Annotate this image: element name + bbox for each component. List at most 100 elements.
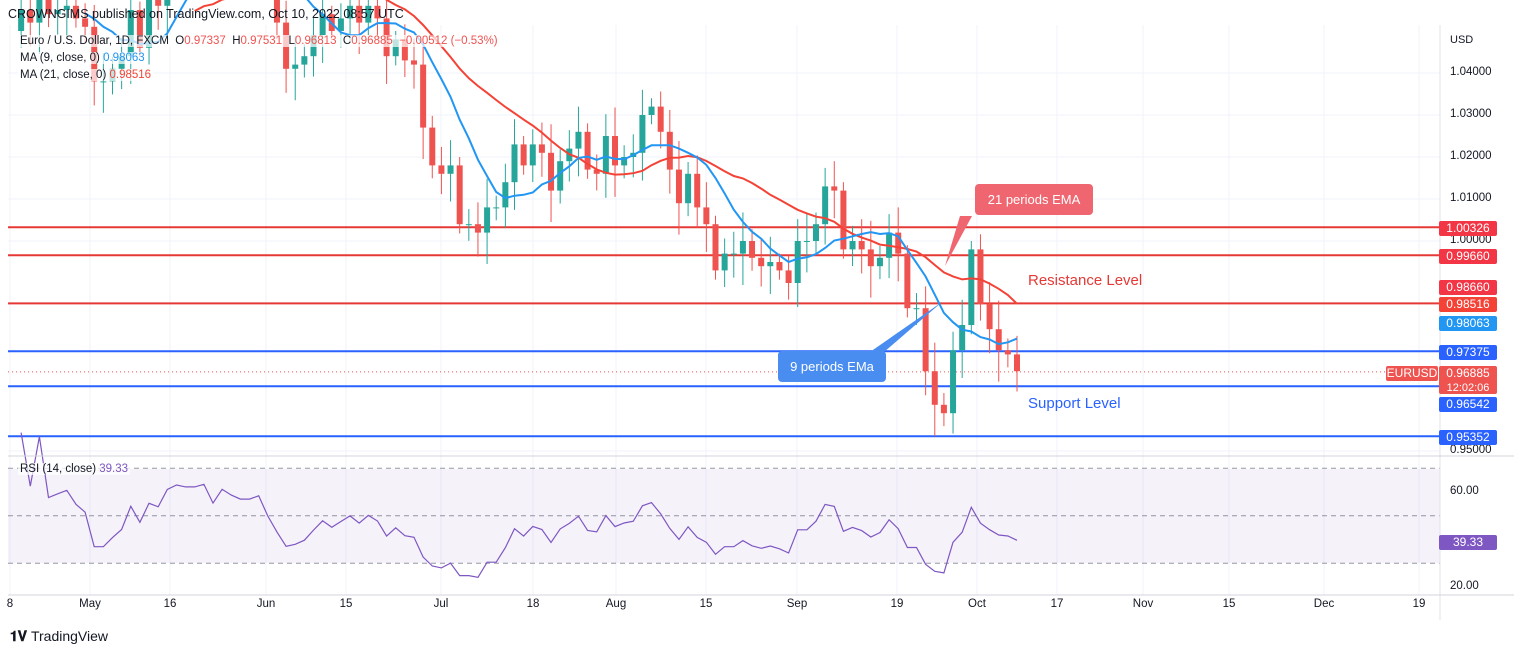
price-tick: 0.95000 <box>1450 444 1492 456</box>
time-tick: 16 <box>163 598 177 610</box>
candle <box>831 161 838 219</box>
tv-logo-icon: 𝟏𝐕 <box>10 628 28 644</box>
candle <box>45 0 52 28</box>
candle <box>420 36 427 160</box>
candle <box>986 282 993 354</box>
candle <box>803 212 810 273</box>
candle <box>876 246 883 280</box>
candle <box>657 91 664 149</box>
candle <box>712 215 719 280</box>
rsi-legend[interactable]: RSI (14, close) 39.33 <box>18 463 131 475</box>
candle <box>146 0 153 65</box>
candle <box>867 220 874 298</box>
candle <box>749 229 756 271</box>
ema9-callout: 9 periods EMa <box>778 351 886 382</box>
candle <box>584 123 591 179</box>
ema21-callout: 21 periods EMA <box>975 184 1093 215</box>
candle <box>840 182 847 259</box>
candle <box>502 163 509 228</box>
candle <box>648 98 655 125</box>
close-value: 0.96885 <box>351 35 393 47</box>
time-tick: 19 <box>1412 598 1426 610</box>
publish-info: CROWNGIMS published on TradingView.com, … <box>8 7 404 21</box>
badge-support-3: 0.95352 <box>1439 430 1497 445</box>
candle <box>484 178 491 265</box>
candle <box>794 219 801 308</box>
resistance-label: Resistance Level <box>1028 272 1143 289</box>
candle <box>374 0 381 39</box>
price-tick: 1.03000 <box>1450 108 1492 120</box>
time-tick: 8 <box>6 598 14 610</box>
candle <box>675 141 682 235</box>
time-tick: 18 <box>526 598 540 610</box>
rsi-tick: 20.00 <box>1450 580 1479 592</box>
currency-label: USD <box>1450 34 1474 46</box>
candle <box>968 241 975 335</box>
candle <box>922 286 929 396</box>
candle <box>639 89 646 181</box>
candle <box>520 136 527 175</box>
candle <box>72 0 79 28</box>
badge-rsi: 39.33 <box>1439 535 1497 550</box>
ma21-line <box>194 0 1018 305</box>
badge-last-price: 0.96885 12:02:06 <box>1439 366 1497 394</box>
time-tick: 19 <box>890 598 904 610</box>
candle <box>429 115 436 179</box>
time-tick: 17 <box>1050 598 1064 610</box>
candle <box>767 236 774 294</box>
tradingview-logo[interactable]: 𝟏𝐕 TradingView <box>10 628 109 644</box>
time-tick: Aug <box>605 598 627 610</box>
candle <box>685 162 692 217</box>
candle <box>813 212 819 254</box>
ma9-legend[interactable]: MA (9, close, 0) 0.98063 <box>18 52 147 64</box>
candle <box>721 238 728 288</box>
candle <box>730 231 737 278</box>
ema21-pointer <box>945 216 972 266</box>
time-tick: Sep <box>786 598 808 610</box>
candle <box>959 299 966 378</box>
high-value: 0.97531 <box>240 35 283 47</box>
candle <box>940 393 947 427</box>
symbol-badge: EURUSD <box>1386 366 1438 381</box>
candles <box>18 0 1020 437</box>
time-tick: 15 <box>1222 598 1236 610</box>
ma9-line <box>84 0 1018 346</box>
price-tick: 1.00000 <box>1450 234 1492 246</box>
candle <box>1014 335 1020 392</box>
grid <box>8 25 1440 595</box>
time-tick: Nov <box>1132 598 1154 610</box>
candle <box>401 24 408 78</box>
rsi-tick: 60.00 <box>1450 485 1479 497</box>
candle <box>493 195 500 221</box>
ma21-legend[interactable]: MA (21, close, 0) 0.98516 <box>18 69 154 81</box>
candle <box>612 107 618 197</box>
candle <box>913 293 920 325</box>
candle <box>54 0 61 35</box>
price-tick: 1.02000 <box>1450 150 1492 162</box>
badge-support-2: 0.96542 <box>1439 397 1497 412</box>
candle <box>557 149 564 204</box>
candle <box>301 44 308 78</box>
candle <box>694 155 701 228</box>
candle <box>319 0 326 63</box>
candle <box>575 106 582 177</box>
candle <box>776 253 783 280</box>
badge-resistance-2: 0.99660 <box>1439 249 1497 264</box>
time-tick: Oct <box>968 598 986 610</box>
candle <box>136 1 143 58</box>
time-tick: Dec <box>1313 598 1335 610</box>
open-value: 0.97337 <box>184 35 226 47</box>
candle <box>155 0 162 30</box>
candle <box>849 225 856 267</box>
symbol-name[interactable]: Euro / U.S. Dollar, 1D, FXCM <box>20 35 169 47</box>
candle <box>666 109 673 194</box>
candle <box>438 146 445 195</box>
candle <box>127 0 134 84</box>
time-tick: May <box>79 598 101 610</box>
time-tick: Jul <box>433 598 449 610</box>
candle <box>995 300 1002 382</box>
candle <box>164 0 171 38</box>
candle <box>474 202 481 257</box>
candle <box>347 0 354 43</box>
